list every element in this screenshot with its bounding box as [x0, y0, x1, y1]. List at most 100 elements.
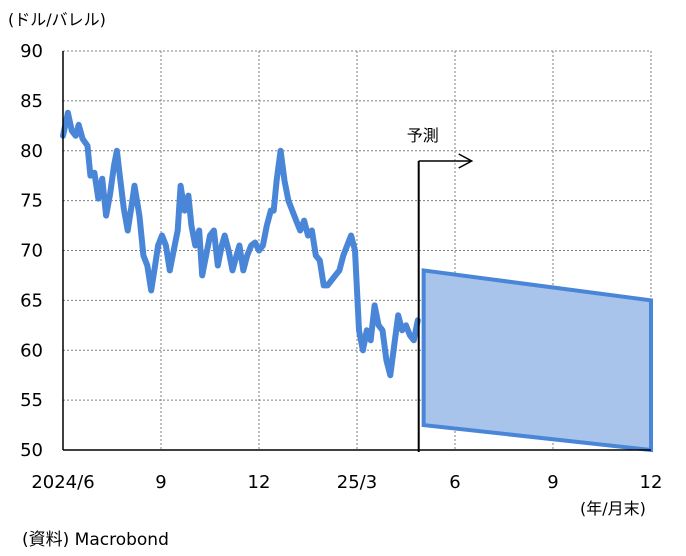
data-point	[169, 269, 171, 271]
x-axis-unit-label: (年/月末)	[580, 499, 646, 518]
data-point	[165, 245, 167, 246]
data-point	[238, 245, 240, 246]
data-point	[180, 185, 182, 187]
x-tick-label: 12	[640, 472, 663, 493]
y-tick-label: 80	[20, 141, 43, 162]
x-tick-label: 12	[248, 472, 271, 493]
data-point	[385, 359, 387, 361]
data-point	[323, 284, 325, 286]
x-tick-label: 25/3	[337, 472, 377, 493]
data-point	[184, 210, 185, 212]
data-point	[213, 230, 215, 231]
data-point	[393, 344, 395, 346]
data-point	[397, 314, 399, 316]
data-point	[198, 230, 200, 231]
source-note: (資料) Macrobond	[22, 530, 169, 550]
data-point	[370, 339, 372, 341]
data-point	[270, 210, 272, 212]
forecast-arrow-head	[458, 153, 474, 169]
data-point	[131, 205, 133, 207]
y-tick-labels: 50 55 60 65 70 75 80 85 90	[20, 41, 43, 461]
data-point	[374, 304, 376, 306]
data-point	[187, 195, 189, 197]
data-point	[201, 274, 203, 276]
y-tick-label: 75	[20, 191, 43, 212]
y-tick-label: 55	[20, 390, 43, 411]
data-point	[266, 225, 268, 227]
data-point	[284, 180, 285, 182]
data-point	[262, 245, 264, 246]
x-tick-label: 6	[449, 472, 460, 493]
data-point	[401, 329, 403, 331]
x-tick-labels: 2024/6 9 12 25/3 6 9 12	[31, 472, 662, 493]
x-tick-label: 9	[155, 472, 166, 493]
data-point	[116, 150, 118, 152]
data-point	[190, 225, 192, 227]
forecast-band-layer	[421, 268, 653, 453]
y-tick-label: 85	[20, 91, 43, 112]
data-point	[389, 374, 391, 376]
data-point	[109, 194, 111, 196]
data-point	[319, 260, 321, 261]
data-point	[205, 255, 207, 256]
data-point	[242, 269, 244, 271]
data-point	[354, 250, 356, 251]
data-point	[119, 175, 121, 177]
data-point	[228, 250, 230, 251]
data-point	[161, 235, 163, 236]
data-point	[358, 329, 360, 331]
x-tick-label: 9	[547, 472, 558, 493]
data-point	[409, 334, 411, 336]
data-point	[224, 235, 226, 236]
data-point	[315, 255, 317, 256]
data-point	[89, 175, 91, 177]
data-point	[287, 200, 289, 202]
data-point	[138, 215, 140, 217]
data-point	[150, 289, 152, 291]
data-point	[342, 255, 344, 256]
data-point	[154, 265, 156, 266]
data-point	[378, 324, 380, 326]
y-tick-label: 90	[20, 41, 43, 62]
data-point	[280, 150, 282, 152]
data-point	[105, 215, 107, 217]
data-point	[87, 145, 88, 147]
data-point	[366, 329, 368, 331]
data-point	[221, 245, 223, 246]
data-point	[291, 210, 293, 212]
data-point	[295, 220, 297, 222]
forecast-band	[421, 268, 653, 453]
data-point	[78, 124, 80, 126]
data-point	[146, 265, 148, 266]
data-point	[177, 230, 179, 231]
data-point	[127, 230, 129, 231]
data-point	[276, 180, 278, 182]
y-tick-label: 60	[20, 340, 43, 361]
data-point	[405, 324, 407, 326]
data-point	[258, 250, 260, 251]
data-point	[307, 235, 309, 236]
data-point	[254, 242, 256, 243]
data-point	[362, 349, 364, 351]
plot-frame	[62, 51, 651, 451]
data-point	[331, 279, 332, 281]
data-point	[157, 245, 159, 246]
data-point	[346, 245, 348, 246]
data-point	[71, 130, 73, 132]
forecast-marker: 予測	[407, 126, 474, 452]
data-point	[236, 255, 237, 256]
series-line	[60, 109, 421, 379]
data-point	[113, 165, 115, 167]
data-point	[142, 255, 144, 256]
data-point	[75, 135, 77, 137]
y-tick-label: 70	[20, 241, 43, 262]
data-point	[382, 329, 383, 331]
data-point	[246, 255, 248, 256]
data-point	[194, 245, 196, 246]
series-line-layer	[60, 109, 421, 379]
data-point	[217, 265, 219, 266]
data-point	[311, 230, 313, 231]
data-point	[303, 220, 305, 222]
data-point	[350, 235, 352, 236]
